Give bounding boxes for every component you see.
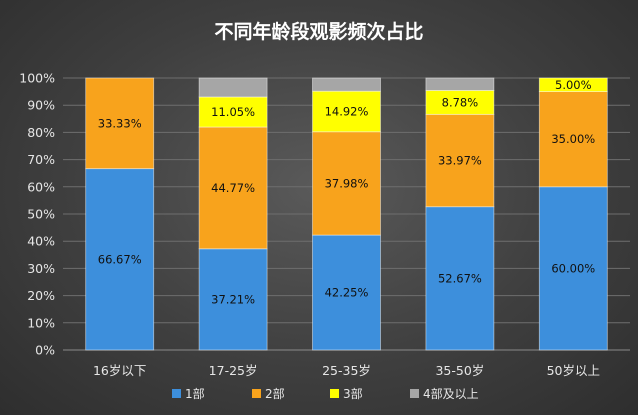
y-tick-label: 40% xyxy=(27,234,55,249)
bar-segment xyxy=(85,77,155,170)
data-label: 35.00% xyxy=(551,132,595,146)
y-tick-label: 90% xyxy=(27,98,55,113)
legend-label: 2部 xyxy=(265,386,285,401)
y-tick-label: 50% xyxy=(27,207,55,222)
data-label: 11.05% xyxy=(211,105,255,119)
data-label: 33.33% xyxy=(98,116,142,130)
data-label: 66.67% xyxy=(98,252,142,266)
data-label: 14.92% xyxy=(325,104,369,118)
data-label: 33.97% xyxy=(438,154,482,168)
bar-segment xyxy=(538,91,608,188)
legend-swatch xyxy=(252,389,261,398)
bar-segment xyxy=(198,96,268,128)
legend-swatch xyxy=(410,389,419,398)
bar-segment xyxy=(198,248,268,351)
y-tick-label: 20% xyxy=(27,288,55,303)
chart-title: 不同年龄段观影频次占比 xyxy=(214,20,423,43)
y-tick-label: 10% xyxy=(27,315,55,330)
x-tick-label: 16岁以下 xyxy=(93,363,146,378)
bar-segment xyxy=(425,206,495,351)
y-tick-label: 100% xyxy=(19,71,55,86)
bar-segment xyxy=(312,77,381,92)
bar-segment xyxy=(312,90,381,133)
bar-segment xyxy=(198,77,268,98)
data-label: 37.98% xyxy=(325,176,369,190)
legend-label: 1部 xyxy=(185,386,205,401)
y-tick-label: 0% xyxy=(35,343,55,358)
legend-swatch xyxy=(172,389,181,398)
y-tick-label: 70% xyxy=(27,152,55,167)
legend-label: 4部及以上 xyxy=(423,386,479,401)
bar-segment xyxy=(85,168,155,351)
legend-label: 3部 xyxy=(343,386,363,401)
legend-swatch xyxy=(330,389,339,398)
data-label: 44.77% xyxy=(211,181,255,195)
data-label: 60.00% xyxy=(551,261,595,275)
bar-segment xyxy=(425,113,495,208)
bar-segment xyxy=(538,77,608,93)
y-tick-label: 80% xyxy=(27,125,55,140)
x-tick-label: 35-50岁 xyxy=(435,363,484,378)
data-label: 37.21% xyxy=(211,292,255,306)
data-label: 52.67% xyxy=(438,271,482,285)
bar-segment xyxy=(312,131,381,236)
y-tick-label: 60% xyxy=(27,179,55,194)
data-label: 42.25% xyxy=(325,286,369,300)
bar-segment xyxy=(538,186,608,351)
bar-segment xyxy=(198,126,268,250)
bar-segment xyxy=(425,77,495,91)
data-label: 8.78% xyxy=(442,95,479,109)
y-tick-label: 30% xyxy=(27,261,55,276)
data-label: 5.00% xyxy=(555,78,592,92)
x-tick-label: 17-25岁 xyxy=(209,363,258,378)
x-tick-label: 50岁以上 xyxy=(547,363,600,378)
x-tick-label: 25-35岁 xyxy=(322,363,371,378)
